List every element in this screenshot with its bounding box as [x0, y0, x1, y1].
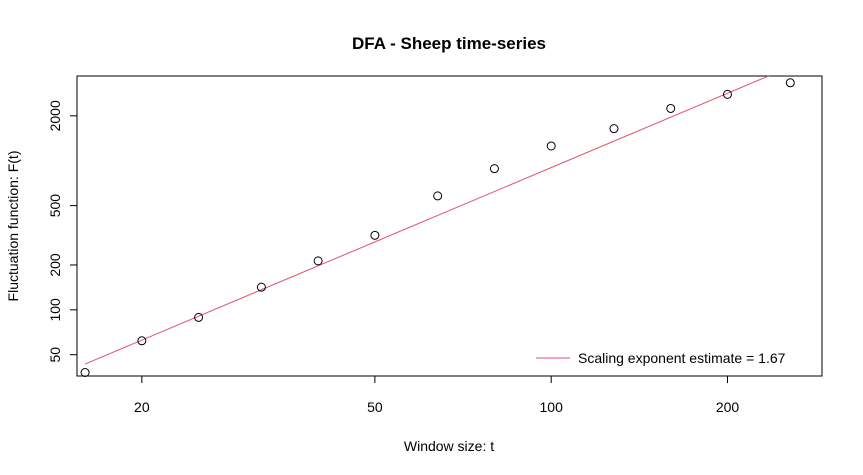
- data-point: [546, 141, 556, 151]
- y-tick-label: 100: [47, 298, 63, 322]
- data-points: [80, 78, 795, 377]
- x-tick-label: 200: [716, 399, 740, 415]
- chart-title: DFA - Sheep time-series: [352, 34, 546, 53]
- y-tick-label: 500: [47, 194, 63, 218]
- x-tick-label: 100: [540, 399, 564, 415]
- y-axis: 50 100 200 500 2000: [47, 100, 77, 363]
- legend: Scaling exponent estimate = 1.67: [536, 350, 786, 366]
- data-point: [313, 256, 323, 266]
- x-axis: 20 50 100 200: [134, 376, 739, 415]
- data-point: [785, 78, 795, 88]
- x-tick-label: 50: [367, 399, 383, 415]
- plot-frame: [76, 75, 823, 377]
- data-point: [80, 367, 90, 377]
- legend-label: Scaling exponent estimate = 1.67: [578, 350, 786, 366]
- y-tick-label: 2000: [47, 100, 63, 131]
- x-axis-label: Window size: t: [404, 438, 494, 454]
- data-point: [433, 191, 443, 201]
- data-point: [609, 124, 619, 134]
- y-axis-label: Fluctuation function: F(t): [5, 151, 21, 302]
- x-tick-label: 20: [134, 399, 150, 415]
- data-point: [489, 164, 499, 174]
- fit-line: [84, 75, 769, 365]
- data-point: [137, 336, 147, 346]
- data-point: [370, 230, 380, 240]
- data-point: [722, 89, 732, 99]
- data-point: [194, 312, 204, 322]
- data-point: [256, 282, 266, 292]
- data-point: [666, 103, 676, 113]
- y-tick-label: 50: [47, 347, 63, 363]
- y-tick-label: 200: [47, 253, 63, 277]
